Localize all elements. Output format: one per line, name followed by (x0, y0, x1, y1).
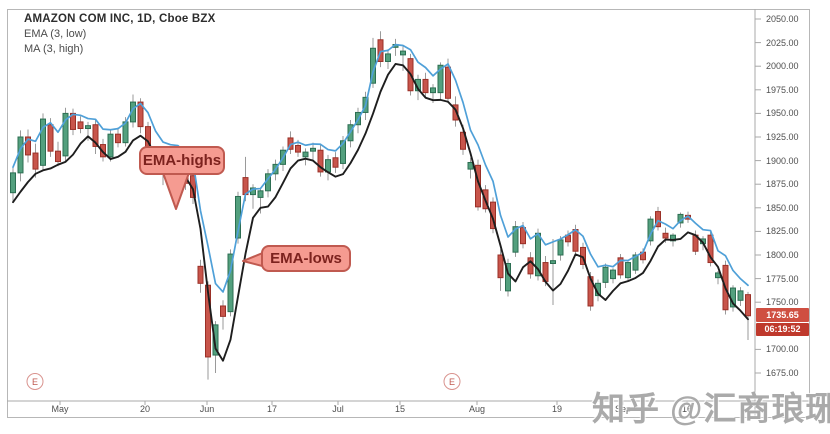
candle-body (707, 234, 714, 264)
candle-body (610, 269, 616, 280)
candle-body (625, 262, 631, 279)
annotation-ema-lows[interactable]: EMA-lows (261, 245, 351, 272)
candle-body (295, 144, 301, 153)
candle-body (70, 112, 76, 130)
candle-body (115, 133, 121, 144)
earnings-marker[interactable]: E (26, 373, 44, 390)
price-axis-label: 1950.00 (766, 108, 799, 119)
candle-body (497, 254, 504, 279)
candle-body (422, 78, 429, 94)
candle-body (437, 64, 444, 94)
chart-legend: AMAZON COM INC, 1D, Cboe BZX EMA (3, low… (24, 13, 216, 55)
candle-body (212, 324, 219, 356)
candle-body (62, 112, 69, 157)
ma-high-line (12, 63, 749, 362)
time-axis-label: Sep (614, 404, 632, 414)
last-price-badge: 1735.65 (756, 308, 809, 322)
candle-body (55, 150, 61, 163)
candle-body (460, 131, 466, 150)
candle-body (632, 254, 639, 271)
candle-body (662, 232, 669, 239)
price-axis-label: 1800.00 (766, 250, 799, 260)
candle-body (445, 66, 451, 99)
candle-body (227, 253, 234, 313)
price-axis-label: 1825.00 (766, 226, 799, 237)
candle-body (10, 172, 16, 194)
price-axis-label: 1675.00 (766, 368, 799, 378)
candle-body (490, 201, 496, 230)
candle-body (25, 136, 31, 156)
candle-body (572, 229, 579, 252)
candle-body (197, 265, 204, 284)
price-axis-label: 1775.00 (766, 273, 799, 284)
candle-body (32, 152, 39, 170)
time-axis-label: May (51, 404, 69, 414)
candle-body (745, 294, 751, 317)
candle-body (47, 124, 54, 152)
candle-body (520, 227, 526, 245)
candle-body (77, 121, 84, 130)
candle-body (512, 226, 519, 253)
price-axis-label: 2000.00 (766, 61, 799, 72)
time-axis-label: 17 (266, 404, 278, 414)
annotation-ema-highs[interactable]: EMA-highs (139, 146, 225, 175)
time-axis-label: 20 (139, 404, 151, 414)
bar-countdown-badge: 06:19:52 (756, 323, 809, 336)
candle-body (92, 124, 99, 147)
candle-body (332, 157, 339, 168)
candle-body (40, 118, 46, 166)
candle-body (137, 101, 144, 128)
candle-body (602, 266, 609, 283)
ema-low-line (12, 43, 749, 293)
earnings-marker[interactable]: E (443, 373, 461, 390)
candle-body (107, 133, 114, 158)
price-axis-label: 1925.00 (766, 132, 799, 142)
price-axis-label: 2025.00 (766, 37, 799, 48)
candle-body (340, 140, 346, 164)
candle-body (452, 104, 459, 121)
candle-body (85, 125, 91, 130)
price-axis-label: 1750.00 (766, 297, 799, 308)
time-axis-label: 16 (681, 404, 693, 414)
candle-body (737, 290, 744, 301)
candle-body (617, 257, 624, 276)
candle-body (317, 149, 324, 173)
indicator-label-ema[interactable]: EMA (3, low) (24, 28, 87, 40)
price-axis-label: 2050.00 (766, 14, 799, 24)
time-axis-label: Jun (199, 404, 215, 414)
candle-body (400, 50, 406, 56)
time-axis-label: Aug (468, 404, 486, 414)
candle-body (655, 211, 661, 228)
candle-body (527, 257, 534, 275)
candle-body (430, 87, 436, 94)
candle-body (302, 151, 309, 158)
candle-body (550, 260, 556, 264)
time-axis-label: 15 (394, 404, 406, 414)
candle-body (385, 53, 391, 62)
price-axis-label: 1850.00 (766, 202, 799, 213)
candle-body (310, 147, 316, 152)
indicator-label-ma[interactable]: MA (3, high) (24, 43, 84, 55)
price-axis-label: 1875.00 (766, 179, 799, 190)
symbol-title: AMAZON COM INC, 1D, Cboe BZX (24, 13, 216, 25)
time-axis-label: 19 (551, 404, 563, 414)
candle-body (220, 305, 226, 317)
watermark: 知乎 @汇商琅琊榜 (592, 390, 830, 427)
price-axis-label: 1700.00 (766, 344, 799, 355)
candle-body (257, 190, 264, 198)
candle-body (557, 239, 564, 256)
time-axis-label: Jul (332, 404, 344, 414)
price-axis-label: 1900.00 (766, 155, 799, 166)
price-axis-label: 1975.00 (766, 84, 799, 95)
